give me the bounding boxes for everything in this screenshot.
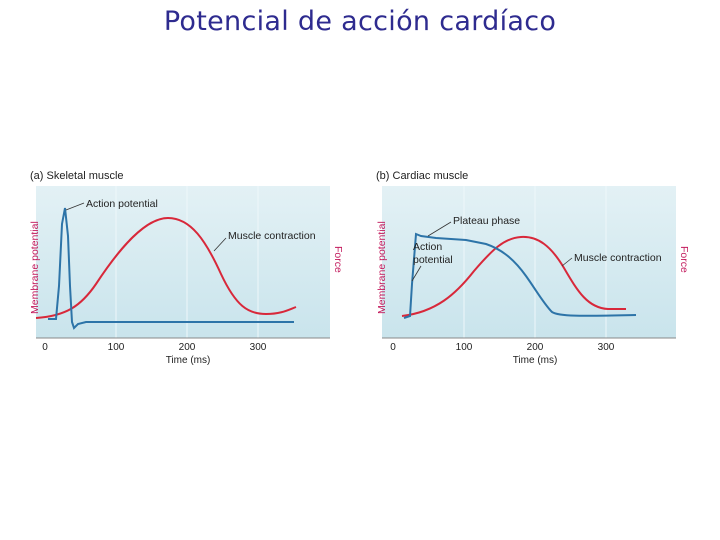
muscle-contraction-curve bbox=[35, 216, 297, 319]
x-tick-label: 200 bbox=[179, 342, 196, 353]
x-tick-label: 300 bbox=[250, 342, 267, 353]
annotation-potential: potential bbox=[413, 254, 453, 266]
panel-a-plot-area bbox=[36, 186, 330, 338]
annotation-muscle-contraction: Muscle contraction bbox=[574, 252, 662, 264]
annotation-leader bbox=[65, 202, 85, 211]
annotation-leader bbox=[427, 221, 452, 237]
x-axis-label: Time (ms) bbox=[513, 355, 558, 366]
y-axis-label-right: Force bbox=[332, 246, 344, 273]
action-potential-curve bbox=[403, 232, 637, 319]
annotation-leader bbox=[213, 237, 227, 252]
x-axis-label: Time (ms) bbox=[166, 355, 211, 366]
annotation-leader bbox=[411, 265, 422, 282]
panel-b-plot-area bbox=[382, 186, 676, 338]
annotation-muscle-contraction: Muscle contraction bbox=[228, 230, 316, 242]
x-tick-label: 0 bbox=[390, 342, 396, 353]
figure-svg: (a) Skeletal muscle Membrane potential F… bbox=[29, 170, 690, 366]
y-axis-label-left: Membrane potential bbox=[29, 221, 41, 314]
x-tick-label: 100 bbox=[456, 342, 473, 353]
annotation-leader bbox=[561, 257, 573, 267]
slide-title: Potencial de acción cardíaco bbox=[163, 6, 557, 37]
panel-a-label: (a) Skeletal muscle bbox=[30, 170, 124, 182]
x-tick-label: 0 bbox=[42, 342, 48, 353]
muscle-comparison-figure: (a) Skeletal muscle Membrane potential F… bbox=[26, 166, 696, 381]
annotation-action-potential: Action potential bbox=[86, 198, 158, 210]
annotation-plateau-phase: Plateau phase bbox=[453, 215, 520, 227]
x-tick-label: 200 bbox=[527, 342, 544, 353]
muscle-contraction-curve bbox=[401, 235, 626, 317]
x-tick-label: 100 bbox=[108, 342, 125, 353]
action-potential-curve bbox=[48, 207, 294, 330]
y-axis-label-right: Force bbox=[678, 246, 690, 273]
y-axis-label-left: Membrane potential bbox=[376, 221, 388, 314]
annotation-action: Action bbox=[413, 241, 442, 253]
panel-skeletal: (a) Skeletal muscle Membrane potential F… bbox=[29, 170, 344, 366]
x-tick-label: 300 bbox=[598, 342, 615, 353]
panel-b-label: (b) Cardiac muscle bbox=[376, 170, 468, 182]
panel-cardiac: (b) Cardiac muscle Membrane potential Fo… bbox=[376, 170, 690, 366]
